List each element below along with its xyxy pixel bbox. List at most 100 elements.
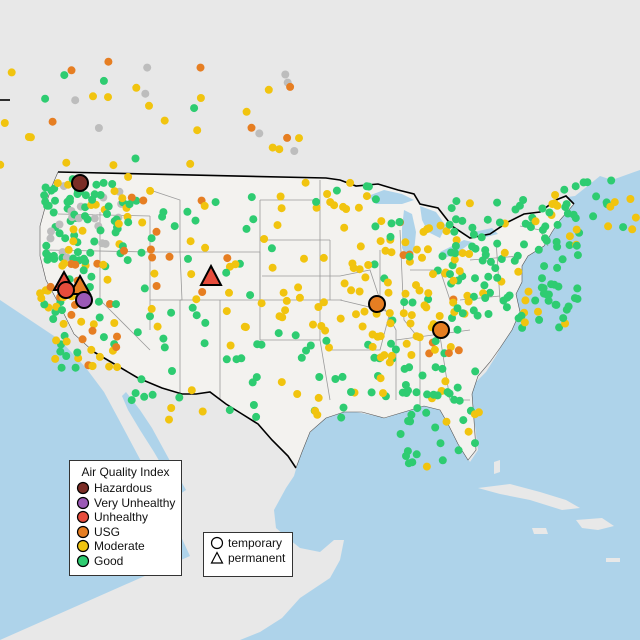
monitor-dot (319, 298, 328, 307)
monitor-dot (429, 270, 437, 279)
monitor-dot (225, 406, 234, 415)
monitor-dot (418, 253, 426, 262)
monitor-dot (572, 241, 581, 250)
legend-title: Air Quality Index (81, 465, 170, 479)
monitor-dot (469, 292, 478, 301)
monitor-dot (314, 303, 323, 311)
monitor-dot (242, 107, 251, 116)
monitor-dot (454, 446, 463, 455)
monitor-dot (138, 218, 147, 227)
monitor-dot (278, 313, 287, 322)
monitor-dot (423, 245, 432, 254)
monitor-dot (64, 180, 73, 189)
large-monitor-northern-california-3 (57, 281, 75, 299)
monitor-dot (520, 318, 529, 327)
monitor-dot (346, 178, 355, 187)
monitor-dot (551, 300, 560, 309)
monitor-dot (104, 57, 113, 66)
monitor-dot (364, 261, 373, 269)
monitor-dot (330, 201, 339, 210)
monitor-dot (143, 63, 152, 72)
monitor-dot (464, 297, 473, 306)
monitor-dot (407, 410, 416, 419)
monitor-dot (540, 262, 549, 271)
monitor-dot (0, 160, 5, 169)
monitor-dot (514, 267, 523, 276)
legend-item-moderate: Moderate (70, 539, 181, 554)
monitor-dot (555, 323, 564, 332)
monitor-dot (96, 226, 105, 235)
monitor-dot (531, 217, 540, 226)
monitor-dot (87, 272, 96, 281)
monitor-dot (495, 218, 504, 227)
monitor-dot (570, 294, 579, 303)
monitor-dot (361, 273, 370, 282)
monitor-dot (385, 358, 394, 367)
monitor-dot (264, 85, 273, 94)
monitor-dot (306, 341, 315, 350)
monitor-dot (291, 331, 300, 340)
monitor-dot (240, 322, 249, 331)
monitor-dot (90, 237, 99, 246)
monitor-dot (545, 208, 554, 217)
monitor-dot (124, 218, 133, 227)
monitor-dot (383, 278, 392, 287)
legend-item-hazardous: Hazardous (70, 481, 181, 496)
monitor-dot (0, 119, 9, 127)
monitor-dot (444, 349, 453, 358)
monitor-dot (355, 265, 364, 274)
monitor-dot (553, 220, 562, 229)
monitor-dot (73, 190, 82, 198)
monitor-dot (339, 403, 348, 412)
monitor-dot (312, 203, 321, 212)
monitor-dot (90, 214, 99, 223)
monitor-dot (423, 390, 432, 399)
monitor-dot (148, 253, 157, 262)
monitor-dot (589, 212, 598, 221)
monitor-dot (62, 352, 71, 360)
monitor-dot (338, 372, 347, 381)
monitor-dot (222, 355, 231, 364)
monitor-dot (98, 239, 107, 248)
monitor-dot (103, 210, 111, 218)
monitor-dot (190, 104, 199, 113)
monitor-dot (477, 233, 486, 242)
usg-swatch-icon (76, 525, 90, 538)
monitor-dot (631, 213, 640, 222)
monitor-dot (484, 272, 493, 281)
monitor-dot (352, 310, 360, 319)
monitor-dot (450, 227, 459, 236)
monitor-dot (431, 337, 440, 346)
monitor-dot (337, 413, 346, 422)
monitor-dot (491, 264, 500, 273)
monitor-dot (367, 388, 376, 397)
monitor-dot (371, 195, 380, 204)
monitor-dot (110, 319, 119, 327)
monitor-dot (538, 204, 547, 213)
monitor-dot (137, 375, 146, 384)
monitor-dot (511, 205, 520, 214)
bahamas (494, 460, 500, 474)
monitor-dot (132, 83, 141, 92)
monitor-dot (474, 408, 483, 417)
monitor-dot (40, 300, 49, 309)
monitor-dots (0, 57, 640, 471)
monitor-dot (71, 96, 80, 105)
lake-huron (420, 206, 446, 238)
monitor-dot (433, 391, 442, 400)
monitor-dot (412, 332, 421, 341)
monitor-dot (55, 229, 64, 238)
monitor-dot (201, 243, 210, 252)
monitor-dot (110, 187, 119, 196)
legend-label: Very Unhealthy (94, 495, 176, 510)
monitor-dot (626, 195, 635, 203)
monitor-dot (88, 195, 97, 204)
monitor-dot (407, 311, 416, 320)
monitor-dot (77, 317, 86, 326)
monitor-dot (465, 199, 474, 208)
monitor-dot (260, 235, 269, 243)
monitor-dot (274, 329, 283, 338)
monitor-dot (376, 332, 385, 341)
monitor-dot (104, 202, 113, 211)
monitor-dot (368, 342, 377, 351)
